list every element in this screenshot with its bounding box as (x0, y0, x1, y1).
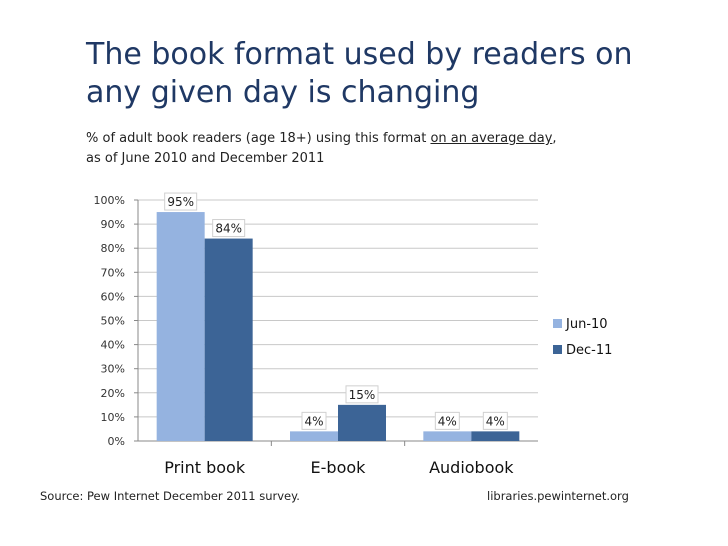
legend-swatch-jun-10 (553, 319, 562, 328)
subtitle-emphasis: on an average day (430, 131, 553, 146)
x-category-label: Audiobook (429, 458, 514, 477)
y-tick-label: 80% (101, 242, 125, 255)
data-label: 15% (349, 388, 376, 402)
data-label: 4% (438, 414, 457, 428)
bar-jun-10 (290, 431, 338, 441)
y-tick-label: 70% (101, 266, 125, 279)
data-label-box (301, 411, 327, 430)
site-url: libraries.pewinternet.org (487, 489, 629, 503)
source-note: Source: Pew Internet December 2011 surve… (40, 489, 300, 503)
data-label: 84% (215, 222, 242, 236)
y-tick-label: 30% (101, 363, 125, 376)
subtitle-line-2: as of June 2010 and December 2011 (86, 151, 325, 166)
data-label-box (164, 192, 198, 211)
data-label-box (345, 385, 379, 404)
data-label-box (434, 411, 460, 430)
page-title: The book format used by readers on any g… (86, 36, 706, 112)
y-tick-label: 100% (94, 194, 125, 207)
bar-jun-10 (156, 212, 205, 441)
bar-dec-11 (471, 431, 520, 441)
bar-dec-11 (338, 404, 386, 441)
title-line-2: any given day is changing (86, 75, 480, 110)
legend-swatch-dec-11 (553, 345, 562, 354)
x-category-label: E-book (311, 458, 367, 477)
bar-jun-10 (423, 431, 472, 441)
y-tick-label: 20% (101, 387, 125, 400)
bar-dec-11 (204, 238, 253, 441)
x-category-label: Print book (164, 458, 246, 477)
data-label-box (212, 219, 246, 238)
title-line-1: The book format used by readers on (86, 37, 633, 72)
y-tick-label: 40% (101, 339, 125, 352)
subtitle-comma: , (552, 131, 557, 146)
data-label: 4% (304, 414, 323, 428)
chart-subtitle: % of adult book readers (age 18+) using … (86, 129, 706, 169)
subtitle-text: % of adult book readers (age 18+) using … (86, 131, 431, 146)
data-label: 95% (167, 195, 194, 209)
y-tick-label: 10% (101, 411, 125, 424)
legend-label: Jun-10 (565, 317, 608, 332)
y-tick-label: 60% (101, 290, 125, 303)
data-label: 4% (486, 414, 505, 428)
legend-label: Dec-11 (566, 343, 612, 358)
y-tick-label: 0% (108, 435, 125, 448)
data-label-box (482, 411, 508, 430)
y-tick-label: 90% (101, 218, 125, 231)
y-tick-label: 50% (101, 315, 125, 328)
